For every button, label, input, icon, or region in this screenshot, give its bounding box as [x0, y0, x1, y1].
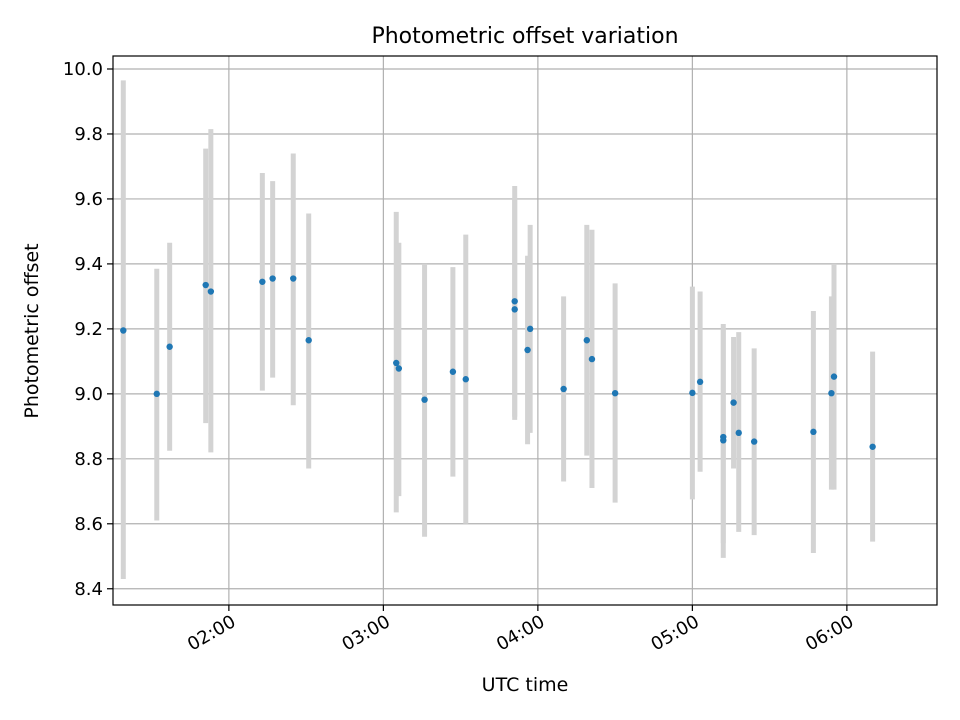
data-points — [120, 275, 876, 450]
data-point — [395, 365, 403, 372]
data-point — [720, 437, 727, 444]
data-point — [269, 275, 276, 282]
data-point — [166, 343, 173, 350]
data-point — [583, 337, 590, 344]
data-point — [560, 385, 567, 393]
data-point — [588, 355, 596, 363]
y-tick-label: 8.6 — [74, 514, 103, 535]
y-tick-label: 9.6 — [74, 189, 103, 210]
x-axis-ticks: 02:00 03:00 04:00 05:00 06:00 — [184, 605, 857, 655]
data-point — [393, 359, 400, 367]
data-point — [511, 298, 518, 305]
chart-title: Photometric offset variation — [371, 24, 678, 49]
data-point — [810, 428, 817, 436]
x-tick-label: 04:00 — [493, 611, 548, 655]
y-tick-label: 9.8 — [74, 124, 103, 145]
data-point — [611, 389, 619, 397]
x-axis-label: UTC time — [482, 674, 569, 696]
error-bars — [120, 80, 876, 580]
data-point — [526, 325, 534, 333]
x-tick-label: 02:00 — [184, 611, 239, 655]
data-point — [449, 368, 457, 375]
data-point — [153, 390, 160, 398]
x-tick-label: 05:00 — [647, 611, 702, 655]
grid — [113, 56, 937, 605]
data-point — [202, 281, 209, 289]
data-point — [735, 429, 742, 437]
data-point — [750, 438, 758, 445]
data-point — [869, 443, 876, 450]
y-tick-label: 8.8 — [74, 449, 103, 470]
data-point — [689, 389, 696, 397]
data-point — [207, 288, 215, 295]
data-point — [696, 378, 704, 386]
x-tick-label: 06:00 — [802, 611, 857, 655]
y-tick-label: 9.0 — [74, 384, 103, 405]
y-tick-label: 9.2 — [74, 319, 103, 340]
y-tick-label: 10.0 — [63, 59, 103, 80]
data-point — [290, 275, 297, 282]
data-point — [730, 399, 737, 406]
data-point — [120, 327, 127, 334]
data-point — [524, 346, 531, 354]
y-tick-label: 8.4 — [74, 579, 103, 600]
y-axis-ticks: 8.4 8.6 8.8 9.0 9.2 9.4 9.6 9.8 10.0 — [63, 59, 113, 600]
data-point — [462, 376, 469, 383]
data-point — [828, 389, 835, 397]
data-point — [259, 278, 266, 285]
x-tick-label: 03:00 — [338, 611, 393, 655]
y-tick-label: 9.4 — [74, 254, 103, 275]
data-point — [830, 373, 838, 380]
data-point — [421, 396, 428, 403]
data-point — [305, 337, 312, 344]
data-point — [511, 306, 518, 313]
plot-frame — [112, 55, 938, 606]
y-axis-label: Photometric offset — [21, 243, 43, 418]
